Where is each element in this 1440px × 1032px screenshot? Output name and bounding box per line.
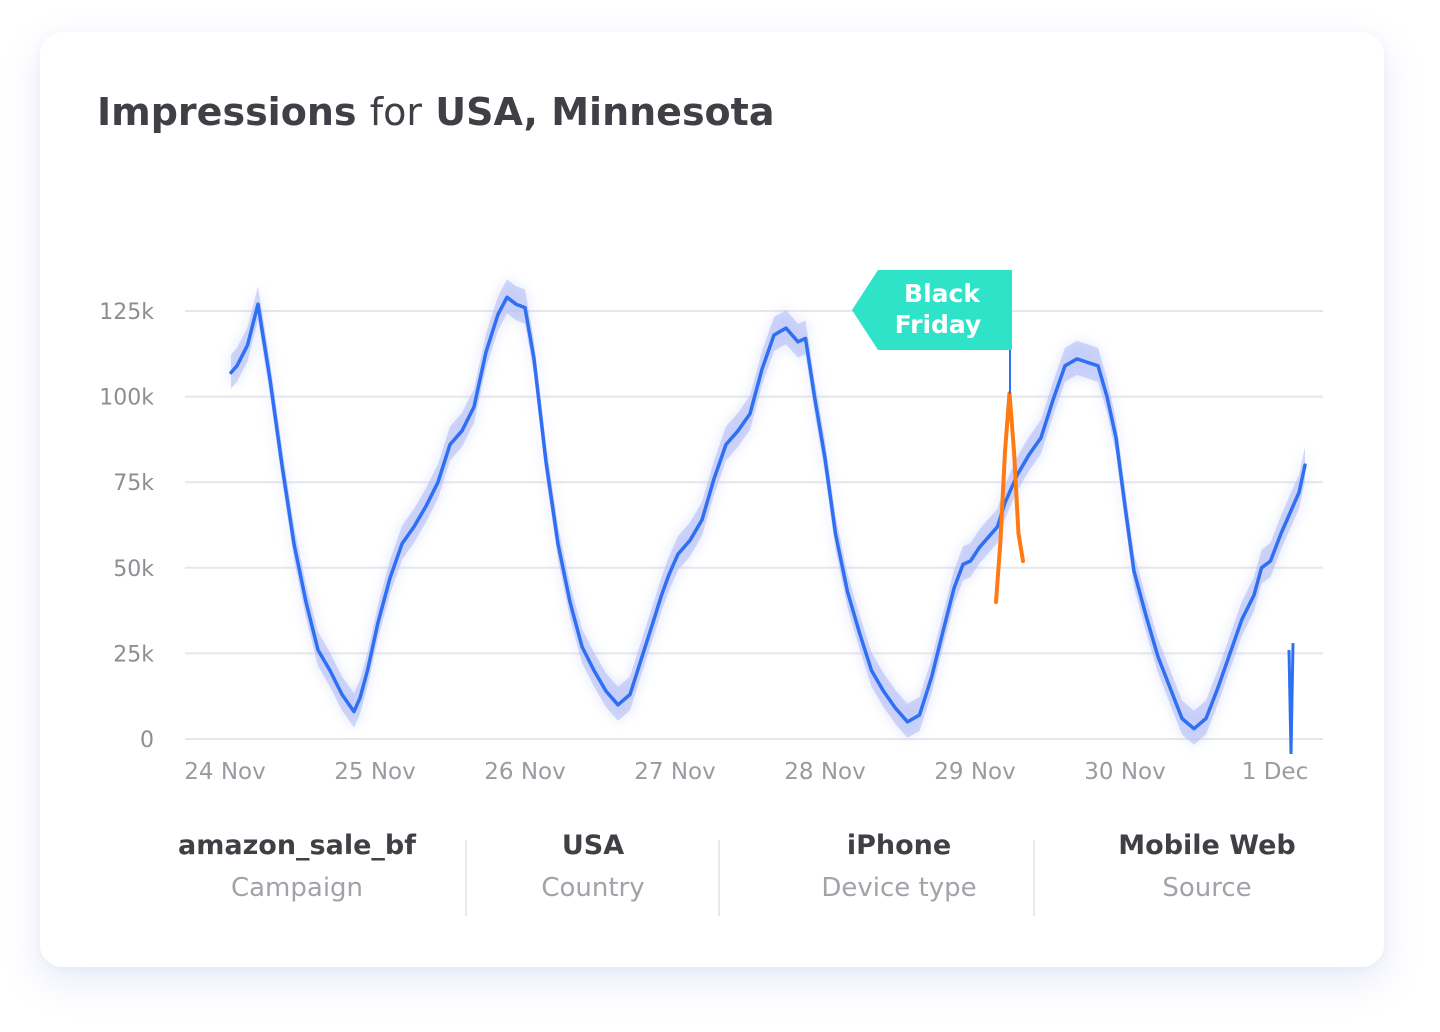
filter-summary: amazon_sale_bf Campaign USA Country iPho… (97, 830, 1327, 916)
end-drop-line (1287, 643, 1295, 755)
black-friday-annotation[interactable]: Black Friday (852, 270, 1012, 394)
facet-device-type-label: Device type (821, 873, 977, 903)
x-tick-label: 30 Nov (1084, 759, 1165, 785)
impressions-card: Impressions for USA, Minnesota 0 25k 50k 75… (40, 32, 1384, 967)
x-tick-label: 28 Nov (784, 759, 865, 785)
title-metric: Impressions (97, 90, 357, 134)
expected-range-band (231, 279, 1305, 745)
y-tick-label: 0 (140, 728, 154, 753)
grid-lines (185, 310, 1323, 740)
y-tick-label: 100k (99, 386, 154, 411)
facet-divider (718, 840, 720, 916)
x-tick-label: 25 Nov (334, 759, 415, 785)
facet-device-type-value: iPhone (846, 830, 952, 861)
x-tick-label: 27 Nov (634, 759, 715, 785)
annotation-label-line2: Friday (895, 310, 982, 339)
band-fill (231, 279, 1305, 745)
facet-country-label: Country (541, 873, 645, 903)
impressions-chart: 0 25k 50k 75k 100k 125k 24 Nov 25 Nov 26 Nov 27 … (99, 270, 1323, 785)
y-tick-label: 125k (99, 300, 154, 325)
x-tick-label: 29 Nov (934, 759, 1015, 785)
facet-campaign-value: amazon_sale_bf (178, 830, 416, 861)
facet-device-type[interactable]: iPhone Device type (779, 830, 1019, 903)
x-tick-label: 26 Nov (484, 759, 565, 785)
annotation-flag (852, 270, 1012, 350)
chart-title: Impressions for USA, Minnesota (97, 90, 774, 134)
facet-source-value: Mobile Web (1118, 830, 1296, 861)
y-axis-ticks: 0 25k 50k 75k 100k 125k (99, 300, 154, 753)
facet-divider (465, 840, 467, 916)
x-tick-label: 1 Dec (1242, 759, 1308, 785)
title-location: USA, Minnesota (435, 90, 775, 134)
facet-campaign[interactable]: amazon_sale_bf Campaign (177, 830, 417, 903)
title-connector: for (369, 90, 422, 134)
facet-country[interactable]: USA Country (493, 830, 693, 903)
facet-divider (1033, 840, 1035, 916)
facet-campaign-label: Campaign (230, 873, 364, 903)
annotation-label-line1: Black (904, 279, 981, 308)
facet-source-label: Source (1162, 873, 1252, 903)
y-tick-label: 75k (113, 471, 154, 496)
actual-series-line (229, 295, 1307, 731)
y-tick-label: 25k (113, 642, 154, 667)
x-tick-label: 24 Nov (184, 759, 265, 785)
facet-source[interactable]: Mobile Web Source (1087, 830, 1327, 903)
y-tick-label: 50k (113, 557, 154, 582)
x-axis-ticks: 24 Nov 25 Nov 26 Nov 27 Nov 28 Nov 29 Nov 30 N… (184, 759, 1308, 785)
facet-country-value: USA (561, 830, 625, 861)
